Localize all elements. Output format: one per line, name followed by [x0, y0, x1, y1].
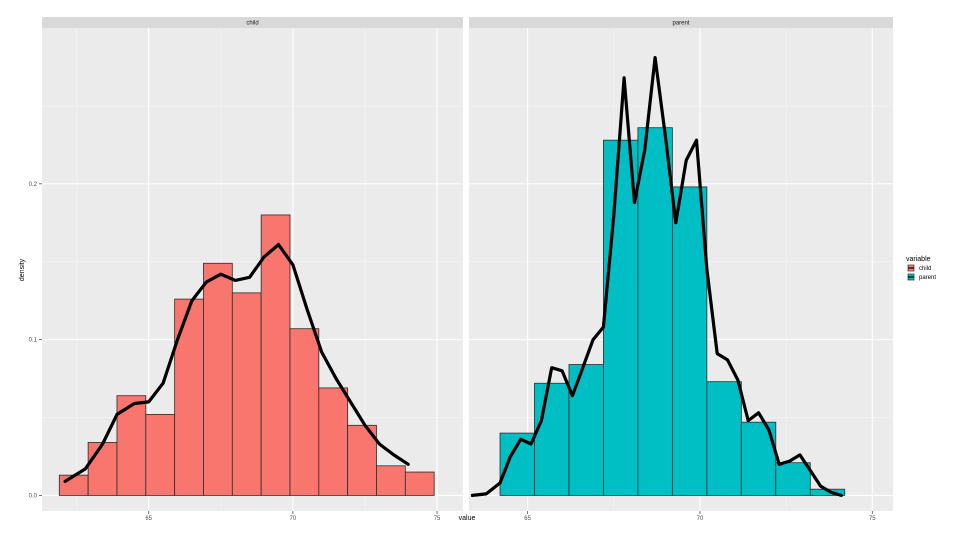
axes-layer: 65 70 75 65 70 75 0.0 0.1 0.2 — [29, 182, 877, 522]
legend-label: child — [919, 266, 931, 272]
y-axis-title: density — [19, 258, 26, 281]
x-tick-label: 65 — [145, 516, 152, 522]
density-curve — [470, 56, 843, 497]
histogram-bar — [145, 413, 176, 496]
histogram-bar — [637, 127, 673, 496]
histogram-bar — [87, 442, 118, 496]
legend-item-child: child — [907, 264, 931, 272]
panels-layer: child parent — [42, 17, 893, 511]
facet-strip — [42, 17, 463, 28]
panel-parent: parent — [469, 17, 893, 511]
panel-child: child — [42, 17, 463, 511]
legend: variable child parent — [906, 256, 936, 281]
x-tick-label: 75 — [869, 516, 876, 522]
x-tick-label: 75 — [434, 516, 441, 522]
histogram-bar — [603, 139, 639, 496]
x-tick-label: 65 — [524, 516, 531, 522]
histogram-bar — [174, 298, 204, 496]
facet-strip — [469, 17, 893, 28]
legend-label: parent — [919, 275, 936, 281]
y-tick-label: 0.1 — [29, 338, 38, 344]
x-axis-title: value — [459, 515, 476, 522]
histogram-bar — [347, 424, 377, 496]
facet-strip-label: parent — [672, 21, 689, 27]
facet-strip-label: child — [246, 21, 258, 27]
histogram-bar — [404, 471, 435, 496]
legend-item-parent: parent — [907, 273, 936, 281]
histogram-bar — [318, 387, 349, 496]
y-tick-label: 0.2 — [29, 182, 38, 188]
histogram-bar — [203, 262, 233, 496]
x-tick-label: 70 — [697, 516, 704, 522]
legend-title: variable — [906, 256, 931, 263]
histogram-bar — [231, 292, 262, 496]
x-tick-label: 70 — [290, 516, 297, 522]
density-curve — [63, 243, 410, 483]
histogram-bar — [568, 364, 604, 496]
y-tick-label: 0.0 — [29, 493, 38, 499]
histogram-bar — [706, 381, 742, 496]
histogram-bar — [58, 474, 89, 496]
histogram-bar — [376, 465, 406, 496]
histogram-bar — [775, 462, 811, 496]
histogram-bar — [289, 328, 320, 496]
histogram-bar — [534, 382, 570, 496]
histogram-bar — [671, 186, 708, 496]
